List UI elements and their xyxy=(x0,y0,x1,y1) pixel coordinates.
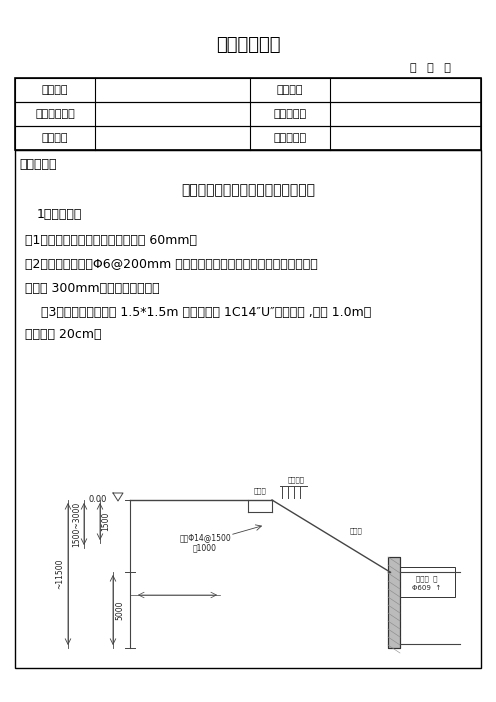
Text: 坡水管: 坡水管 xyxy=(350,528,363,534)
Text: （2）钢筋网片选用Φ6@200mm 双向钢筋网；网片铺设时每边的搭接长度不: （2）钢筋网片选用Φ6@200mm 双向钢筋网；网片铺设时每边的搭接长度不 xyxy=(25,258,318,272)
Text: 综合管廊基坑边坡支护施工技术交底: 综合管廊基坑边坡支护施工技术交底 xyxy=(181,183,315,197)
Text: （3）放坡开挖坡面按 1.5*1.5m 梅花形布设 1C14″U″型钉固定 ,长度 1.0m，: （3）放坡开挖坡面按 1.5*1.5m 梅花形布设 1C14″U″型钉固定 ,长… xyxy=(25,307,371,319)
Text: （1）放坡坡面喷射混凝土面层厚度 60mm；: （1）放坡坡面喷射混凝土面层厚度 60mm； xyxy=(25,234,197,246)
Text: 1、技术要求: 1、技术要求 xyxy=(37,208,82,222)
Text: 锚筋Φ14@1500: 锚筋Φ14@1500 xyxy=(179,534,231,543)
Text: 排水管: 排水管 xyxy=(253,488,266,494)
Bar xyxy=(15,126,481,150)
Text: 技术交底记录: 技术交底记录 xyxy=(216,36,280,54)
Text: 长1000: 长1000 xyxy=(193,543,217,552)
Text: 交底负责人: 交底负责人 xyxy=(273,109,307,119)
Bar xyxy=(388,557,400,648)
Text: 应少于 300mm；采用绑扎固定。: 应少于 300mm；采用绑扎固定。 xyxy=(25,282,160,295)
Bar xyxy=(400,567,455,597)
Text: 安全护栏: 安全护栏 xyxy=(288,477,305,483)
Text: ~11500: ~11500 xyxy=(56,559,64,589)
Text: 1500: 1500 xyxy=(102,512,111,531)
Text: 交底地点: 交底地点 xyxy=(277,85,303,95)
Text: 施工单位: 施工单位 xyxy=(42,133,68,143)
Text: 内容说明：: 内容说明： xyxy=(19,157,57,171)
Bar xyxy=(15,78,481,150)
Text: 接收负责人: 接收负责人 xyxy=(273,133,307,143)
Text: 5000: 5000 xyxy=(116,600,124,620)
Text: 年   月   日: 年 月 日 xyxy=(410,63,450,73)
Text: 工程名称: 工程名称 xyxy=(42,85,68,95)
Text: 放大脚  水: 放大脚 水 xyxy=(416,576,438,582)
Bar xyxy=(15,150,481,668)
Text: 0.00: 0.00 xyxy=(89,494,107,503)
Text: 交底组织单位: 交底组织单位 xyxy=(35,109,75,119)
Text: 1500~3000: 1500~3000 xyxy=(72,501,81,547)
Bar xyxy=(388,557,400,648)
Text: 端部反弯 20cm。: 端部反弯 20cm。 xyxy=(25,329,102,341)
Text: Φ609  ↑: Φ609 ↑ xyxy=(412,585,441,591)
Bar xyxy=(15,78,481,102)
Bar xyxy=(15,102,481,126)
